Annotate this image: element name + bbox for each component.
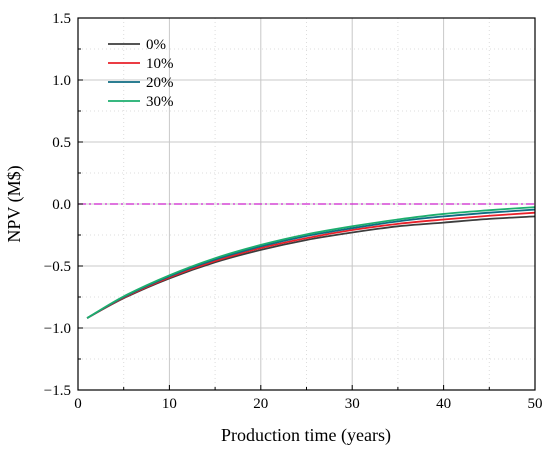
y-tick-label: 1.0 <box>52 73 71 89</box>
y-tick-label: 0.5 <box>52 135 71 151</box>
axis-ticks <box>77 17 536 391</box>
legend-label: 10% <box>146 56 174 72</box>
series-line-30pct <box>86 206 536 319</box>
y-tick-label: 0.0 <box>52 197 71 213</box>
y-axis-title: NPV (M$) <box>4 165 25 242</box>
series-line-20pct <box>86 208 536 319</box>
series-lines <box>86 206 536 319</box>
series-line-10pct <box>86 211 536 319</box>
legend-label: 20% <box>146 75 174 91</box>
x-tick-label: 30 <box>345 396 360 412</box>
grid <box>78 18 535 390</box>
legend: 0% 10% 20% 30% <box>108 37 174 110</box>
x-tick-label: 20 <box>253 396 268 412</box>
x-axis-title: Production time (years) <box>221 425 391 446</box>
y-tick-label: 1.5 <box>52 11 71 27</box>
x-tick-labels: 0 10 20 30 40 50 <box>74 396 542 412</box>
x-tick-label: 50 <box>528 396 543 412</box>
series-line-0pct <box>86 215 536 319</box>
x-tick-label: 0 <box>74 396 82 412</box>
y-tick-labels: −1.5 −1.0 −0.5 0.0 0.5 1.0 1.5 <box>44 11 71 399</box>
x-tick-label: 40 <box>436 396 451 412</box>
y-tick-label: −0.5 <box>44 259 71 275</box>
legend-label: 0% <box>146 37 166 53</box>
x-tick-label: 10 <box>162 396 177 412</box>
y-tick-label: −1.5 <box>44 383 71 399</box>
legend-label: 30% <box>146 94 174 110</box>
y-tick-label: −1.0 <box>44 321 71 337</box>
